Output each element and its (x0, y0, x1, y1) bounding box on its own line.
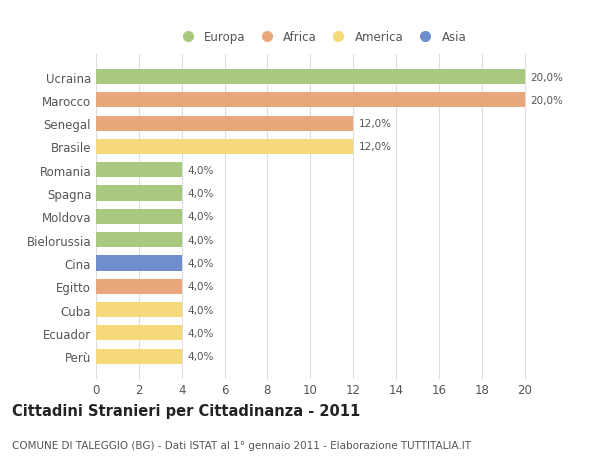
Bar (96, 302, 182, 318)
Legend: Europa, Africa, America, Asia: Europa, Africa, America, Asia (173, 28, 469, 46)
Text: 4,0%: 4,0% (187, 258, 214, 269)
Bar (96, 93, 524, 108)
Text: 4,0%: 4,0% (187, 282, 214, 291)
Text: 4,0%: 4,0% (187, 235, 214, 245)
Text: 20,0%: 20,0% (530, 95, 563, 106)
Bar (96, 325, 182, 341)
Bar (96, 186, 182, 201)
Bar (96, 256, 182, 271)
Text: 4,0%: 4,0% (187, 189, 214, 199)
Text: 4,0%: 4,0% (187, 352, 214, 361)
Text: 4,0%: 4,0% (187, 305, 214, 315)
Bar (96, 279, 182, 294)
Text: COMUNE DI TALEGGIO (BG) - Dati ISTAT al 1° gennaio 2011 - Elaborazione TUTTITALI: COMUNE DI TALEGGIO (BG) - Dati ISTAT al … (12, 440, 471, 450)
Bar (96, 163, 182, 178)
Bar (96, 209, 182, 224)
Bar (96, 349, 182, 364)
Text: 12,0%: 12,0% (359, 119, 392, 129)
Text: 4,0%: 4,0% (187, 212, 214, 222)
Text: 4,0%: 4,0% (187, 165, 214, 175)
Bar (96, 140, 353, 155)
Text: 4,0%: 4,0% (187, 328, 214, 338)
Bar (96, 70, 524, 85)
Bar (96, 116, 353, 131)
Text: 20,0%: 20,0% (530, 73, 563, 82)
Bar (96, 233, 182, 248)
Text: Cittadini Stranieri per Cittadinanza - 2011: Cittadini Stranieri per Cittadinanza - 2… (12, 403, 360, 418)
Text: 12,0%: 12,0% (359, 142, 392, 152)
